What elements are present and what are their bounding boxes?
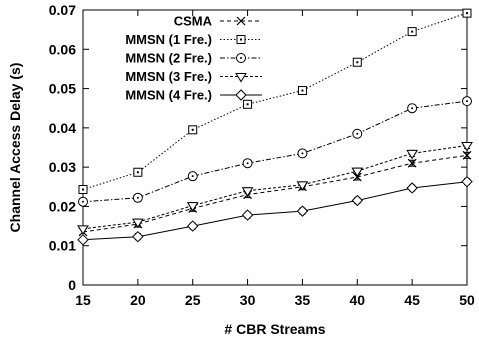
y-tick-label: 0.01 (49, 238, 76, 254)
data-point (352, 128, 363, 139)
legend-marker (236, 35, 246, 44)
y-tick-label: 0.02 (49, 198, 76, 214)
y-tick-label: 0.04 (49, 120, 76, 136)
series-line (82, 100, 468, 203)
series-3 (77, 142, 473, 235)
data-point (406, 182, 418, 194)
data-point (406, 149, 419, 160)
x-tick-label: 30 (240, 292, 256, 308)
series-4 (77, 175, 473, 246)
data-point (133, 167, 143, 177)
data-point (243, 99, 253, 109)
series-line (82, 12, 468, 190)
series-layer (77, 8, 473, 246)
data-point (462, 150, 472, 160)
data-point (241, 209, 254, 221)
legend-label: MMSN (4 Fre.) (125, 88, 212, 103)
data-point (77, 234, 89, 246)
data-point (187, 171, 198, 182)
x-tick-label: 15 (75, 292, 91, 308)
data-point (132, 230, 144, 243)
data-point (77, 225, 89, 235)
x-tick-label: 20 (130, 292, 146, 308)
legend-label: MMSN (1 Fre.) (125, 32, 212, 47)
data-point (461, 142, 473, 152)
data-point (131, 218, 144, 229)
data-point (187, 220, 199, 232)
data-point (407, 103, 418, 114)
data-point (188, 125, 198, 135)
x-tick-label: 35 (295, 292, 311, 308)
data-point (297, 86, 307, 96)
data-point (351, 194, 363, 207)
y-tick-label: 0.07 (49, 2, 76, 18)
legend-marker (236, 16, 246, 26)
series-line (82, 181, 468, 241)
data-point (186, 202, 199, 212)
data-point (461, 175, 473, 188)
data-point (78, 185, 88, 195)
data-point (462, 96, 472, 107)
series-line (82, 154, 468, 233)
data-point (242, 158, 253, 169)
legend-label: MMSN (2 Fre.) (125, 51, 212, 66)
legend: CSMA MMSN (1 Fre.) MMSN (2 Fre.) MMSN (3 Fr… (125, 14, 262, 103)
data-point (351, 167, 364, 178)
data-point (132, 192, 143, 203)
data-point (296, 205, 309, 217)
series-2 (78, 96, 472, 207)
series-line (82, 145, 468, 230)
data-point (296, 181, 309, 191)
data-point (462, 8, 472, 18)
x-axis-ticks: 15 20 25 30 35 40 45 50 (75, 10, 475, 308)
legend-label: MMSN (3 Fre.) (125, 69, 212, 84)
data-point (407, 27, 417, 37)
y-tick-label: 0 (68, 277, 76, 293)
legend-marker (235, 89, 247, 101)
y-tick-label: 0.03 (49, 159, 76, 175)
data-point (407, 158, 417, 168)
data-point (78, 196, 88, 207)
data-point (297, 148, 308, 159)
legend-label: CSMA (174, 14, 213, 29)
y-axis-ticks: 0 0.01 0.02 0.03 0.04 0.05 0.06 0.07 (49, 2, 467, 293)
data-point (352, 57, 362, 67)
y-axis-label: Channel Access Delay (s) (7, 63, 23, 233)
legend-marker (235, 73, 247, 83)
x-tick-label: 45 (404, 292, 420, 308)
legend-marker (236, 53, 246, 63)
series-1 (78, 8, 472, 195)
y-tick-label: 0.05 (49, 81, 76, 97)
y-tick-label: 0.06 (49, 41, 76, 57)
x-axis-label: # CBR Streams (224, 321, 325, 337)
x-tick-label: 40 (349, 292, 365, 308)
x-tick-label: 50 (459, 292, 475, 308)
data-point (241, 187, 254, 197)
x-tick-label: 25 (185, 292, 201, 308)
